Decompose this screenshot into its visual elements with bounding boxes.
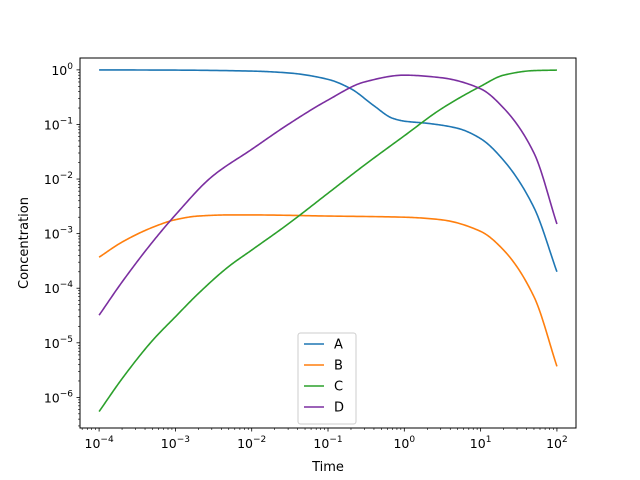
x-axis: 10−4 10−3 10−2 10−1 100 101 102 — [81, 428, 568, 451]
y-tick-label: 10−6 — [44, 389, 73, 405]
x-axis-label: Time — [311, 460, 344, 475]
x-tick-label: 10−4 — [85, 435, 114, 451]
x-tick-label: 102 — [546, 435, 568, 451]
legend-label-d: D — [334, 401, 344, 416]
series-line-d — [98, 74, 558, 316]
x-tick-label: 100 — [393, 435, 415, 451]
y-tick-label: 10−4 — [44, 280, 73, 296]
legend-box — [297, 332, 357, 425]
series-line-b — [98, 214, 558, 367]
x-tick-label: 10−1 — [313, 435, 342, 451]
y-tick-label: 10−1 — [44, 116, 73, 132]
series-line-a — [99, 69, 558, 273]
x-tick-label: 10−2 — [237, 435, 266, 451]
y-tick-label: 100 — [51, 62, 73, 78]
legend-label-b: B — [334, 359, 343, 374]
legend-label-c: C — [334, 380, 343, 395]
series-layer — [98, 69, 558, 413]
x-tick-label: 101 — [470, 435, 492, 451]
legend-label-a: A — [334, 338, 343, 353]
series-line-c — [98, 69, 557, 413]
y-axis: 10−6 10−5 10−4 10−3 10−2 10−1 100 — [44, 62, 80, 427]
y-axis-label: Concentration — [17, 197, 32, 289]
y-tick-label: 10−3 — [44, 226, 73, 242]
y-tick-label: 10−5 — [44, 335, 73, 351]
x-tick-label: 10−3 — [161, 435, 190, 451]
y-tick-label: 10−2 — [44, 171, 73, 187]
